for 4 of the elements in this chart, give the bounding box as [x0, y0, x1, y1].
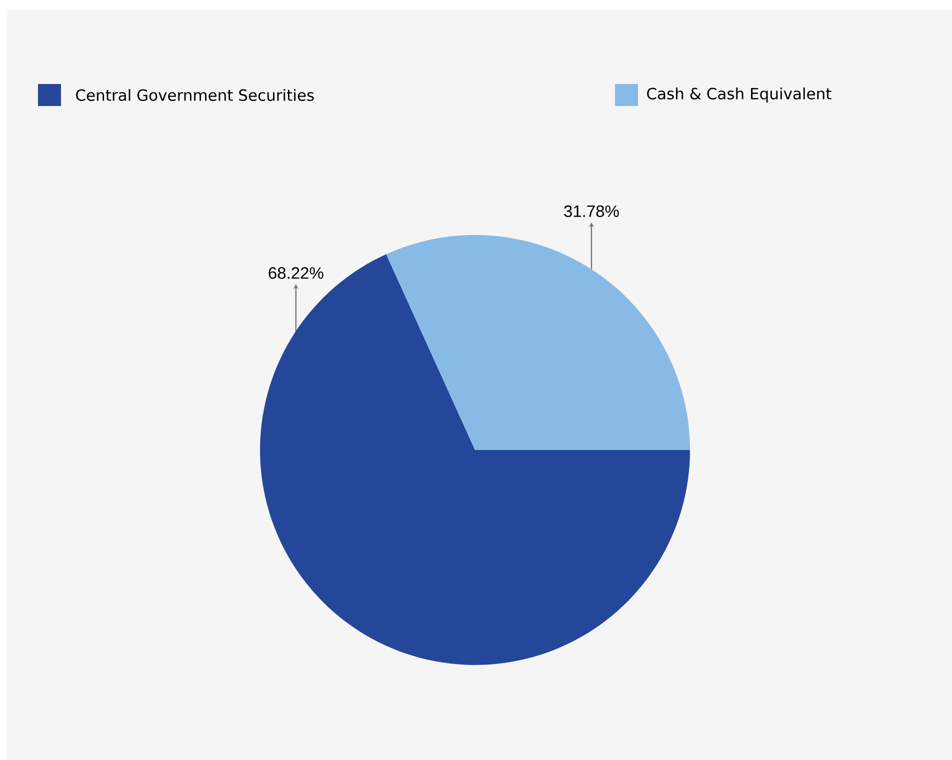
legend-label: Cash & Cash Equivalent [647, 87, 832, 102]
data-label: 31.78% [564, 205, 619, 218]
legend-label: Central Government Securities [76, 88, 314, 101]
data-label: 68.22% [268, 267, 324, 279]
